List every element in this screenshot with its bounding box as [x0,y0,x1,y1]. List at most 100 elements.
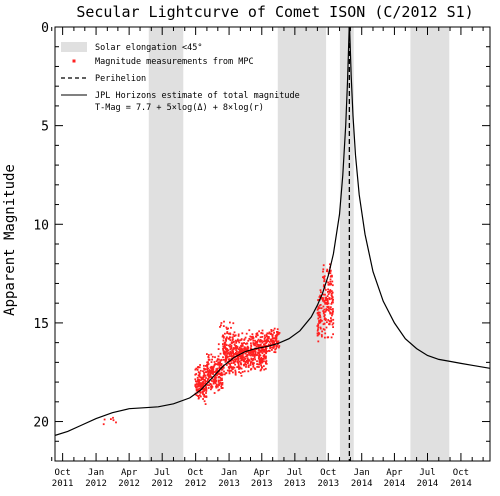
measurement-point [258,351,260,354]
measurement-point [316,312,319,315]
measurement-point [332,301,334,304]
measurement-point [211,377,214,380]
measurement-point [262,350,265,353]
measurement-point [325,326,328,329]
measurement-point [220,368,223,371]
measurement-point [323,299,326,302]
measurement-point [258,330,260,333]
measurement-point [205,365,207,367]
measurement-point [227,344,230,347]
measurement-point [263,358,265,360]
measurement-point [327,308,329,311]
measurement-point [224,332,226,335]
measurement-point [254,339,256,342]
measurement-point [275,338,278,340]
measurement-point [318,304,321,307]
measurement-point [199,369,202,372]
measurement-point [329,291,331,294]
measurement-point [214,363,217,366]
measurement-point [327,288,329,291]
measurement-point [230,362,233,364]
measurement-point [240,355,243,357]
measurement-point [103,418,106,421]
measurement-point [238,348,241,351]
measurement-point [197,395,200,397]
legend-elongation-swatch [61,42,87,52]
measurement-point [263,334,266,337]
measurement-point [237,365,240,368]
measurement-point [211,371,214,374]
measurement-point [260,364,262,367]
elongation-band [339,27,354,461]
x-tick-month: Oct [54,468,70,478]
measurement-point [214,378,217,381]
measurement-point [230,326,232,329]
measurement-point [237,351,240,354]
measurement-point [112,416,114,419]
measurement-point [196,369,199,371]
measurement-point [256,354,258,357]
measurement-point [275,335,278,338]
measurement-point [243,364,245,367]
measurement-point [265,355,267,358]
measurement-point [326,321,328,324]
measurement-point [317,306,320,308]
measurement-point [244,347,247,349]
x-tick-month: Apr [254,468,271,478]
axes: 05101520Oct2011Jan2012Apr2012Jul2012Oct2… [33,21,491,489]
measurement-point [241,349,243,351]
measurement-point [253,349,256,352]
measurement-point [232,356,235,358]
measurement-point [322,305,325,308]
measurement-point [233,331,236,334]
measurement-point [226,331,229,333]
measurement-point [196,376,199,379]
measurement-point [112,419,115,422]
measurement-point [323,277,325,279]
measurement-point [241,371,244,373]
measurement-point [236,357,238,360]
measurement-point [275,336,278,339]
measurement-point [326,303,328,305]
measurement-point [224,355,227,358]
measurement-point [220,322,223,324]
measurement-point [321,319,323,322]
measurement-point [246,357,249,360]
measurement-point [323,284,325,286]
measurement-point [234,359,237,361]
measurement-point [215,383,218,386]
measurement-point [210,380,213,382]
measurement-point [327,319,330,321]
measurement-point [319,327,322,330]
measurement-point [231,339,234,341]
measurement-point [255,340,257,343]
measurement-point [228,355,231,358]
measurement-point [324,289,327,291]
measurement-point [205,371,208,373]
x-tick-month: Apr [386,468,403,478]
measurement-point [330,290,333,292]
measurement-point [272,347,275,349]
measurement-point [271,333,274,336]
measurement-point [201,381,204,384]
measurement-point [221,383,224,386]
measurement-point [265,361,267,363]
measurement-point [212,380,215,383]
measurement-point [229,345,231,348]
measurement-point [232,322,235,325]
measurement-point [236,360,239,363]
measurement-point [266,332,269,335]
measurement-point [224,354,227,356]
measurement-point [217,363,220,366]
measurement-point [202,383,205,386]
measurement-point [227,355,229,358]
measurement-point [263,348,266,351]
measurement-point [256,332,259,335]
measurement-point [226,369,229,372]
measurement-point [275,347,278,350]
measurement-point [264,339,266,342]
measurement-point [317,317,320,320]
measurement-point [212,370,214,372]
measurement-point [319,326,322,329]
x-tick-month: Jan [221,468,237,478]
